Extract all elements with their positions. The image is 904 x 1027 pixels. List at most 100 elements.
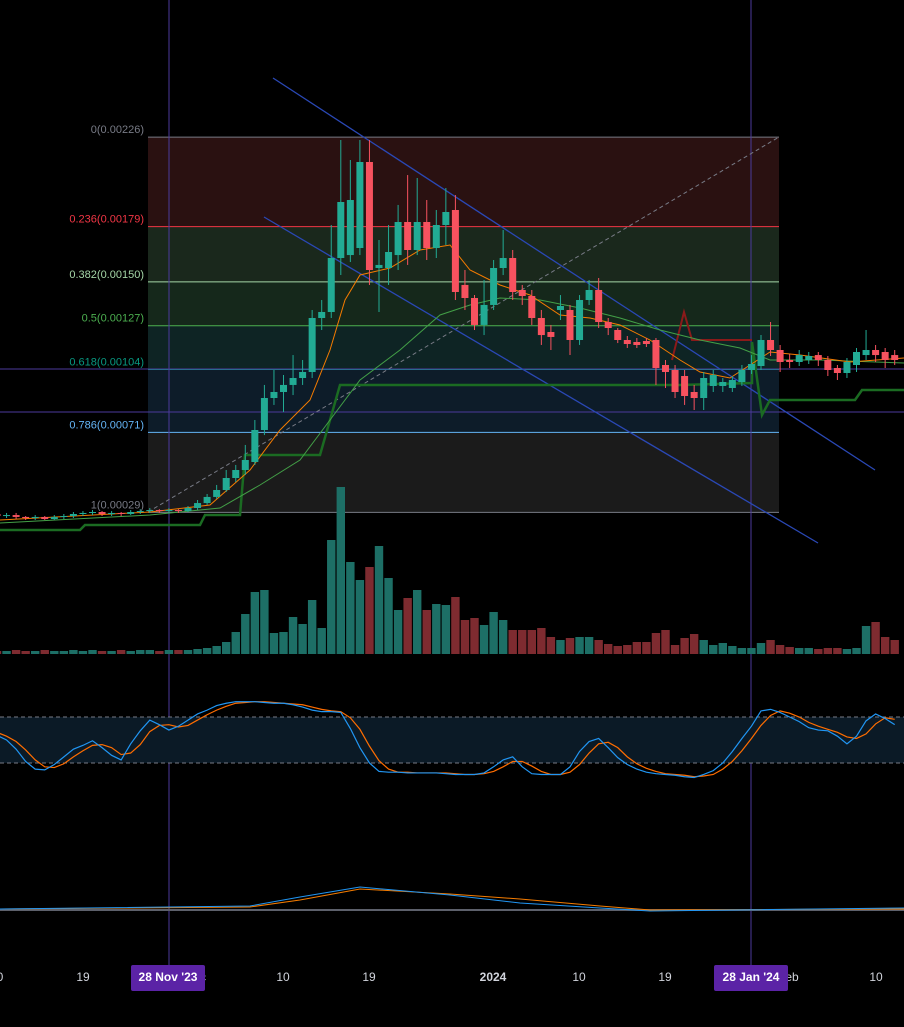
indicator-line (0, 341, 904, 532)
candle-body (604, 322, 612, 328)
volume-bar (126, 651, 135, 654)
date-marker (714, 965, 788, 991)
candles (0, 140, 899, 520)
candle-body (394, 222, 402, 256)
candle-body (69, 514, 77, 516)
candle-body (757, 340, 765, 366)
volume-bar (795, 648, 804, 654)
volume-bar (50, 651, 59, 654)
candle-body (41, 516, 49, 520)
volume-bar (775, 645, 785, 654)
volume-bar (288, 617, 298, 654)
volume-bar (632, 642, 642, 654)
moving-average (0, 244, 904, 521)
volume-bar (21, 651, 30, 654)
volume-bar (470, 618, 479, 654)
volume-bar (575, 637, 584, 654)
fib-label: 0(0.00226) (91, 124, 144, 136)
volume-bar (756, 643, 766, 654)
x-tick-label: 19 (658, 970, 672, 984)
volume-bar (183, 650, 193, 654)
candle-body (633, 342, 641, 345)
candle-body (795, 355, 803, 362)
volume-bar (880, 637, 890, 654)
x-tick-label: 10 (869, 970, 883, 984)
candle-body (566, 310, 574, 340)
candle-body (490, 268, 498, 305)
volume-bar (670, 645, 680, 654)
volume-bar (479, 625, 489, 654)
candle-body (146, 510, 154, 512)
candle-body (127, 512, 135, 514)
volume-bar (393, 610, 403, 654)
candle-body (194, 503, 202, 508)
candle-body (747, 364, 755, 370)
candle-body (576, 300, 584, 340)
volume (0, 487, 899, 654)
candle-body (471, 298, 478, 325)
candle-body (280, 384, 287, 392)
volume-bar (489, 612, 498, 654)
volume-bar (145, 650, 154, 654)
volume-bar (766, 640, 775, 654)
candle-body (136, 511, 144, 513)
candle-body (547, 332, 555, 337)
candle-body (222, 478, 230, 490)
volume-bar (728, 646, 737, 654)
candle-body (337, 202, 345, 258)
candle-body (232, 470, 240, 478)
volume-bar (0, 651, 2, 654)
volume-bar (164, 650, 174, 654)
candle-body (595, 290, 603, 322)
volume-bar (279, 632, 288, 654)
x-tick-label: 10 (276, 970, 290, 984)
candle-body (652, 340, 660, 368)
candle-body (518, 290, 526, 296)
candle-body (184, 508, 192, 512)
volume-bar (174, 650, 183, 654)
candle-body (509, 258, 517, 292)
volume-bar (604, 644, 613, 654)
candle-body (299, 372, 307, 378)
volume-bar (718, 643, 727, 654)
volume-bar (97, 651, 107, 654)
candle-body (213, 490, 221, 497)
stoch-line (0, 701, 895, 778)
candle-body (0, 514, 1, 516)
volume-bar (861, 626, 871, 654)
volume-bar (556, 640, 565, 654)
candle-body (461, 284, 469, 298)
fib-label: 0.786(0.00071) (69, 419, 144, 431)
volume-bar (441, 605, 451, 654)
candle-body (833, 368, 841, 373)
candle-body (891, 355, 899, 360)
volume-bar (699, 640, 708, 654)
candle-body (385, 252, 393, 268)
candle-body (3, 515, 11, 517)
x-tick-label: eb (785, 970, 799, 984)
candle-body (805, 356, 813, 360)
volume-bar (689, 634, 699, 654)
volume-bar (537, 628, 546, 654)
candle-body (671, 370, 679, 392)
volume-bar (231, 632, 240, 654)
candle-body (862, 350, 870, 356)
candle-body (308, 318, 316, 372)
volume-bar (594, 640, 603, 654)
volume-bar (40, 650, 49, 654)
candle-body (375, 264, 383, 268)
volume-bar (250, 592, 260, 654)
candle-body (165, 510, 173, 512)
volume-bar (88, 650, 97, 654)
candle-body (117, 512, 125, 514)
volume-bar (69, 650, 78, 654)
volume-bar (747, 648, 756, 654)
volume-bar (374, 546, 384, 654)
volume-bar (222, 642, 231, 654)
candle-body (98, 512, 106, 514)
fib-label: 0.236(0.00179) (69, 214, 144, 226)
volume-bar (565, 638, 575, 654)
candle-body (260, 398, 268, 430)
